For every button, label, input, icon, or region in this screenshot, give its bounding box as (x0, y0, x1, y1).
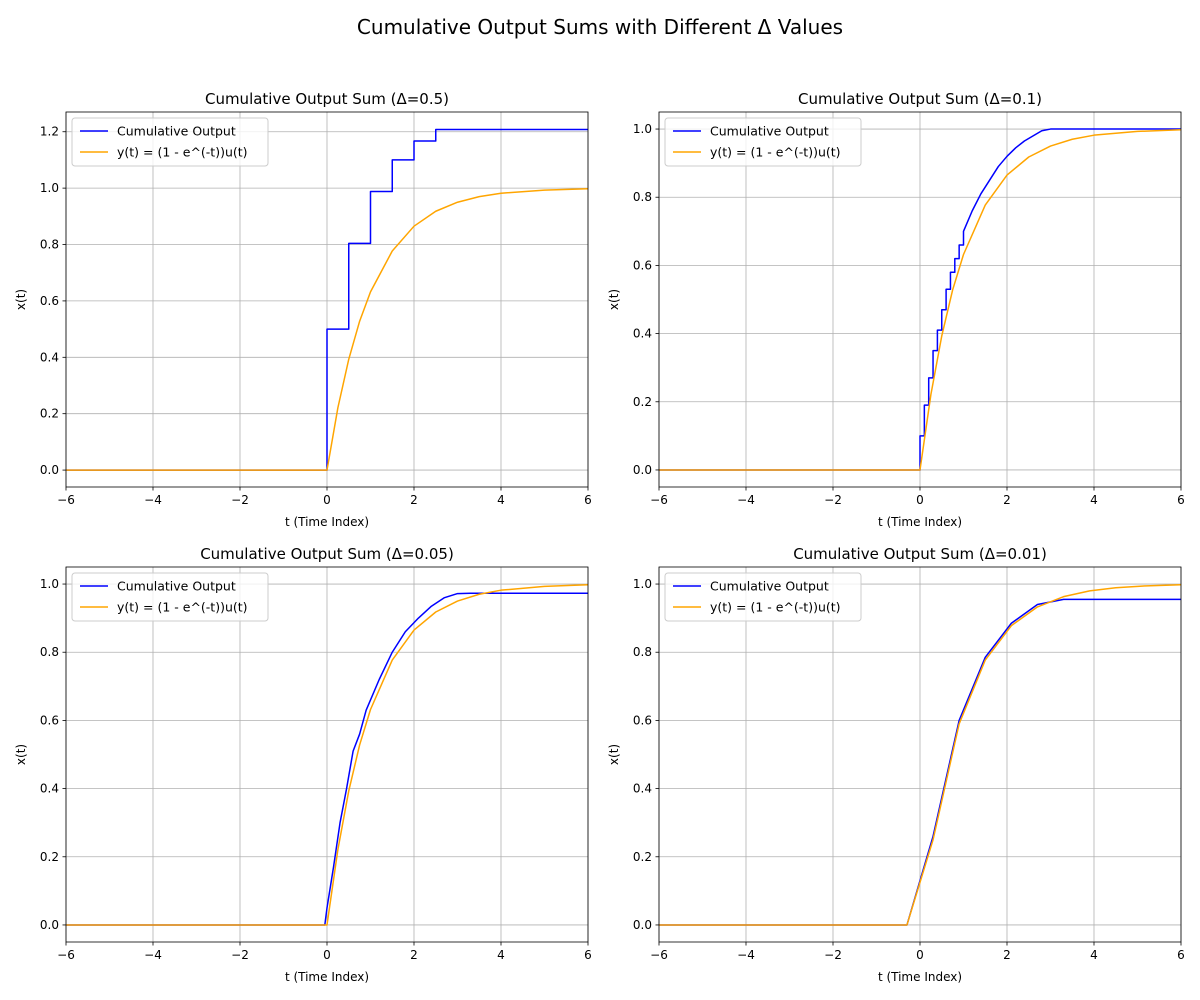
y-tick-label: 0.2 (40, 407, 59, 421)
series-line-cumulative-output (66, 128, 588, 471)
x-tick-label: 4 (497, 493, 505, 507)
subplot-title: Cumulative Output Sum (Δ=0.1) (798, 90, 1042, 108)
x-tick-label: 6 (1177, 493, 1185, 507)
legend-entry-label: Cumulative Output (710, 124, 829, 139)
x-tick-label: −4 (144, 493, 162, 507)
x-tick-label: −6 (57, 493, 75, 507)
x-axis-label: t (Time Index) (878, 970, 962, 984)
x-tick-label: 0 (916, 948, 924, 962)
subplot-title: Cumulative Output Sum (Δ=0.01) (793, 545, 1047, 563)
x-tick-label: 0 (323, 948, 331, 962)
series-line-analytic-response (659, 128, 1181, 471)
series-line-analytic-response (66, 583, 588, 926)
subplot-1: −6 −4 −2 0 2 4 6 0.0 0.2 0.4 0.6 0.8 1.0 1.2 Cumulativ… (14, 90, 592, 529)
y-tick-label: 1.2 (40, 125, 59, 139)
legend-box (71, 572, 269, 622)
legend-entry-label: Cumulative Output (117, 124, 236, 139)
y-tick-label: 0.6 (633, 713, 652, 727)
x-tick-label: 6 (1177, 948, 1185, 962)
y-tick-label: 1.0 (633, 122, 652, 136)
x-tick-label: 0 (323, 493, 331, 507)
y-tick-label: 1.0 (40, 577, 59, 591)
x-tick-label: 2 (1003, 948, 1011, 962)
subplot-2: −6 −4 −2 0 2 4 6 0.0 0.2 0.4 0.6 0.8 1.0 Cumulative O… (607, 90, 1185, 529)
legend-box (664, 117, 862, 167)
subplot-4: −6 −4 −2 0 2 4 6 0.0 0.2 0.4 0.6 0.8 1.0 Cumulative O… (607, 545, 1185, 984)
x-tick-label: 2 (1003, 493, 1011, 507)
legend: Cumulative Output y(t) = (1 - e^(-t))u(t) (664, 117, 862, 167)
y-tick-label: 0.0 (633, 463, 652, 477)
y-tick-label: 0.8 (633, 190, 652, 204)
subplot-title: Cumulative Output Sum (Δ=0.5) (205, 90, 449, 108)
y-tick-label: 0.8 (40, 238, 59, 252)
y-tick-label: 0.8 (633, 645, 652, 659)
subplot-title: Cumulative Output Sum (Δ=0.05) (200, 545, 454, 563)
y-tick-label: 0.0 (633, 918, 652, 932)
legend-entry-label: Cumulative Output (710, 579, 829, 594)
y-tick-label: 0.0 (40, 463, 59, 477)
series-line-cumulative-output (659, 128, 1181, 471)
y-tick-label: 0.2 (633, 395, 652, 409)
y-tick-label: 1.0 (40, 181, 59, 195)
x-tick-label: −4 (737, 948, 755, 962)
legend-entry-label: Cumulative Output (117, 579, 236, 594)
x-tick-label: 4 (1090, 948, 1098, 962)
x-tick-label: 4 (1090, 493, 1098, 507)
y-tick-label: 0.4 (633, 327, 652, 341)
y-tick-label: 0.4 (40, 350, 59, 364)
x-axis-label: t (Time Index) (285, 970, 369, 984)
y-axis-label: x(t) (14, 289, 28, 310)
figure-title: Cumulative Output Sums with Different Δ … (356, 15, 844, 39)
subplot-3: −6 −4 −2 0 2 4 6 0.0 0.2 0.4 0.6 0.8 1.0 Cumulative O… (14, 545, 592, 984)
x-axis-label: t (Time Index) (285, 515, 369, 529)
y-tick-label: 0.2 (633, 850, 652, 864)
legend: Cumulative Output y(t) = (1 - e^(-t))u(t) (664, 572, 862, 622)
x-tick-label: −2 (231, 493, 249, 507)
x-tick-label: −4 (144, 948, 162, 962)
y-tick-label: 0.4 (633, 782, 652, 796)
x-tick-label: 0 (916, 493, 924, 507)
legend-entry-label: y(t) = (1 - e^(-t))u(t) (710, 145, 841, 160)
y-tick-label: 0.2 (40, 850, 59, 864)
legend-box (664, 572, 862, 622)
legend-entry-label: y(t) = (1 - e^(-t))u(t) (117, 145, 248, 160)
x-tick-label: 6 (584, 948, 592, 962)
y-tick-label: 0.6 (40, 713, 59, 727)
series-line-analytic-response (66, 187, 588, 471)
legend-entry-label: y(t) = (1 - e^(-t))u(t) (117, 600, 248, 615)
y-tick-label: 0.4 (40, 782, 59, 796)
y-tick-label: 0.0 (40, 918, 59, 932)
y-tick-label: 0.6 (40, 294, 59, 308)
legend-box (71, 117, 269, 167)
y-axis-label: x(t) (607, 744, 621, 765)
x-axis-label: t (Time Index) (878, 515, 962, 529)
x-tick-label: 2 (410, 948, 418, 962)
x-tick-label: −6 (650, 948, 668, 962)
x-tick-label: −6 (650, 493, 668, 507)
y-tick-label: 0.8 (40, 645, 59, 659)
legend-entry-label: y(t) = (1 - e^(-t))u(t) (710, 600, 841, 615)
y-axis-label: x(t) (14, 744, 28, 765)
x-tick-label: −2 (824, 948, 842, 962)
series-line-analytic-response (659, 583, 1181, 926)
y-tick-label: 0.6 (633, 258, 652, 272)
x-tick-label: 2 (410, 493, 418, 507)
x-tick-label: −6 (57, 948, 75, 962)
y-tick-label: 1.0 (633, 577, 652, 591)
legend: Cumulative Output y(t) = (1 - e^(-t))u(t) (71, 117, 269, 167)
x-tick-label: −2 (231, 948, 249, 962)
y-axis-label: x(t) (607, 289, 621, 310)
x-tick-label: 6 (584, 493, 592, 507)
series-line-cumulative-output (66, 592, 588, 926)
legend: Cumulative Output y(t) = (1 - e^(-t))u(t) (71, 572, 269, 622)
x-tick-label: 4 (497, 948, 505, 962)
x-tick-label: −4 (737, 493, 755, 507)
x-tick-label: −2 (824, 493, 842, 507)
